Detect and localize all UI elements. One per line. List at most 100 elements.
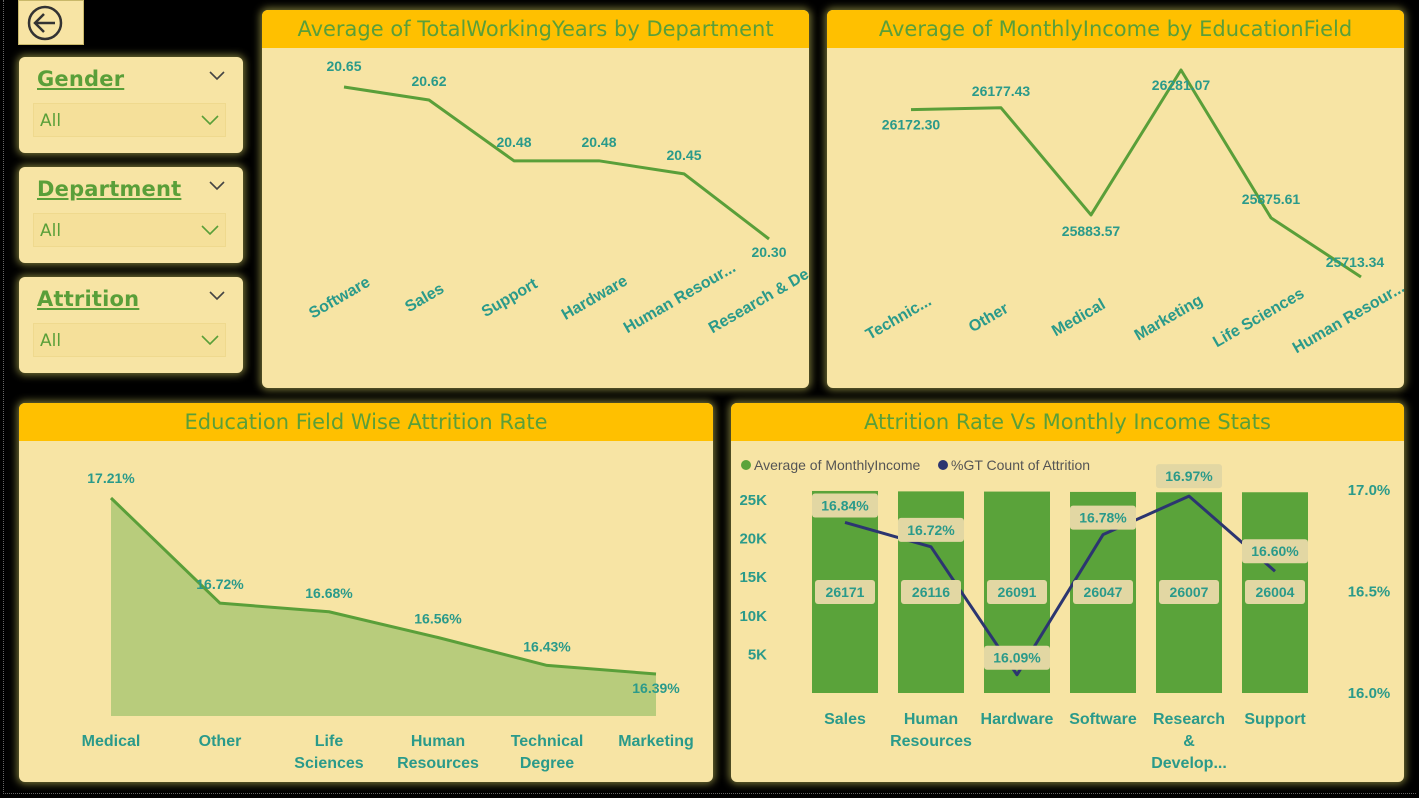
- x-tick-label: Technical: [511, 733, 584, 750]
- line-data-label: 16.72%: [907, 522, 955, 538]
- x-tick-label: Software: [1069, 711, 1137, 728]
- line-label-bg: [1242, 539, 1308, 564]
- line-label-bg: [1156, 464, 1222, 489]
- y-right-tick-label: 16.0%: [1348, 685, 1391, 702]
- series-area: [111, 498, 656, 716]
- chart-title: Average of MonthlyIncome by EducationFie…: [827, 10, 1404, 48]
- x-tick-label: Hardware: [559, 272, 631, 323]
- slicer-attrition: Attrition All: [19, 277, 243, 373]
- data-label: 26177.43: [972, 83, 1031, 99]
- bar-label-bg: [1245, 580, 1305, 604]
- data-label: 20.62: [411, 73, 446, 89]
- chart-plot: Average of MonthlyIncome %GT Count of Att…: [739, 457, 1391, 772]
- y-left-tick-label: 25K: [739, 492, 767, 509]
- y-left-tick-label: 20K: [739, 531, 767, 548]
- y-left-tick-label: 10K: [739, 608, 767, 625]
- slicer-title: Attrition: [37, 287, 140, 311]
- chart-plot: 17.21% 16.72% 16.68% 16.56% 16.43% 16.39% Medi…: [82, 470, 694, 772]
- x-tick-label: Marketing: [618, 733, 694, 750]
- line-data-label: 16.84%: [821, 497, 869, 513]
- chart-education-field-attrition[interactable]: Education Field Wise Attrition Rate 17.2…: [19, 403, 713, 782]
- chart-title: Average of TotalWorkingYears by Departme…: [262, 10, 809, 48]
- bar-data-label: 26091: [998, 584, 1037, 600]
- y-right-tick-label: 16.5%: [1348, 584, 1391, 601]
- legend-label-income: Average of MonthlyIncome: [754, 457, 920, 473]
- x-tick-label: Develop...: [1151, 755, 1227, 772]
- slicer-title: Department: [37, 177, 182, 201]
- bar-label-bg: [815, 580, 875, 604]
- line-data-label: 16.60%: [1251, 543, 1299, 559]
- series-line: [109, 496, 657, 676]
- x-tick-label: Human: [904, 711, 958, 728]
- x-tick-label: Resources: [890, 733, 972, 750]
- line-data-label: 16.78%: [1079, 510, 1127, 526]
- legend-label-attrition: %GT Count of Attrition: [951, 457, 1090, 473]
- slicer-department: Department All: [19, 167, 243, 263]
- x-tick-label: Resources: [397, 755, 479, 772]
- back-button[interactable]: [18, 0, 84, 45]
- back-arrow-icon: [27, 5, 63, 41]
- y-left-tick-label: 15K: [739, 569, 767, 586]
- x-tick-label: Sales: [824, 711, 866, 728]
- chevron-down-icon[interactable]: [209, 181, 225, 191]
- x-tick-label: Sciences: [294, 755, 363, 772]
- x-tick-label: Software: [306, 274, 373, 323]
- chevron-down-icon: [201, 335, 219, 345]
- x-tick-label: Medical: [1049, 296, 1108, 340]
- bar-label-bg: [987, 580, 1047, 604]
- y-right-tick-label: 17.0%: [1348, 482, 1391, 499]
- data-label: 20.30: [751, 244, 786, 260]
- chart-attrition-vs-income[interactable]: Attrition Rate Vs Monthly Income Stats A…: [731, 403, 1404, 782]
- data-label: 25713.34: [1326, 254, 1385, 270]
- line-label-bg: [1070, 505, 1136, 530]
- attrition-line: [844, 494, 1276, 677]
- bar-data-label: 26007: [1170, 584, 1209, 600]
- data-label: 16.68%: [305, 585, 353, 601]
- chart-income-by-education-field[interactable]: Average of MonthlyIncome by EducationFie…: [827, 10, 1404, 388]
- x-tick-label: Support: [479, 275, 541, 321]
- department-dropdown[interactable]: All: [33, 213, 226, 247]
- chevron-down-icon: [201, 225, 219, 235]
- data-label: 20.65: [326, 58, 361, 74]
- x-tick-label: &: [1183, 733, 1195, 750]
- series-line: [910, 68, 1362, 279]
- bar-data-label: 26047: [1084, 584, 1123, 600]
- x-tick-label: Hardware: [981, 711, 1054, 728]
- data-label: 16.43%: [523, 638, 571, 654]
- slicer-gender: Gender All: [19, 57, 243, 153]
- chart-plot: 20.65 20.62 20.48 20.48 20.45 20.30 Software Sa…: [306, 58, 809, 337]
- x-tick-label: Degree: [520, 755, 574, 772]
- bar-data-label: 26116: [912, 584, 950, 600]
- line-label-bg: [898, 517, 964, 542]
- attrition-dropdown[interactable]: All: [33, 323, 226, 357]
- x-tick-label: Human Resour...: [1290, 279, 1404, 357]
- x-tick-label: Marketing: [1132, 292, 1206, 345]
- slicer-title: Gender: [37, 67, 125, 91]
- gender-dropdown[interactable]: All: [33, 103, 226, 137]
- chevron-down-icon[interactable]: [209, 291, 225, 301]
- line-label-bg: [984, 645, 1050, 670]
- data-label: 26172.30: [882, 117, 941, 133]
- data-label: 16.39%: [632, 680, 680, 696]
- data-label: 20.48: [581, 134, 616, 150]
- chart-working-years-by-department[interactable]: Average of TotalWorkingYears by Departme…: [262, 10, 809, 388]
- data-label: 25883.57: [1062, 223, 1121, 239]
- bar-label-bg: [901, 580, 961, 604]
- x-tick-label: Support: [1244, 711, 1306, 728]
- dropdown-value: All: [40, 111, 62, 131]
- x-tick-label: Other: [199, 733, 242, 750]
- series-line: [343, 85, 770, 241]
- data-label: 25875.61: [1242, 191, 1301, 207]
- data-label: 16.72%: [196, 576, 244, 592]
- line-data-label: 16.09%: [993, 650, 1041, 666]
- data-label: 20.45: [666, 147, 701, 163]
- bar-data-label: 26171: [826, 584, 865, 600]
- chevron-down-icon: [201, 115, 219, 125]
- chart-title: Attrition Rate Vs Monthly Income Stats: [731, 403, 1404, 441]
- chart-title: Education Field Wise Attrition Rate: [19, 403, 713, 441]
- chevron-down-icon[interactable]: [209, 71, 225, 81]
- y-left-tick-label: 5K: [748, 646, 767, 663]
- x-tick-label: Life: [315, 733, 344, 750]
- dropdown-value: All: [40, 331, 62, 351]
- bar-label-bg: [1159, 580, 1219, 604]
